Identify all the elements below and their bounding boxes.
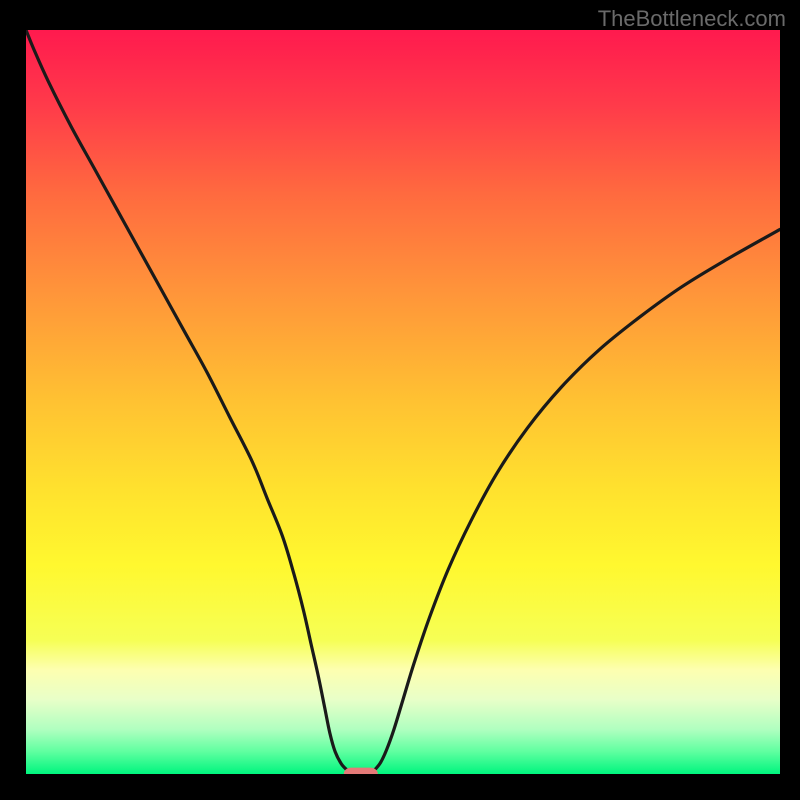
- marker-group: [344, 768, 378, 774]
- gradient-background: [26, 30, 780, 774]
- plot-area: [26, 30, 780, 774]
- bottleneck-marker: [344, 768, 378, 774]
- chart-svg: [26, 30, 780, 774]
- watermark-text: TheBottleneck.com: [598, 6, 786, 32]
